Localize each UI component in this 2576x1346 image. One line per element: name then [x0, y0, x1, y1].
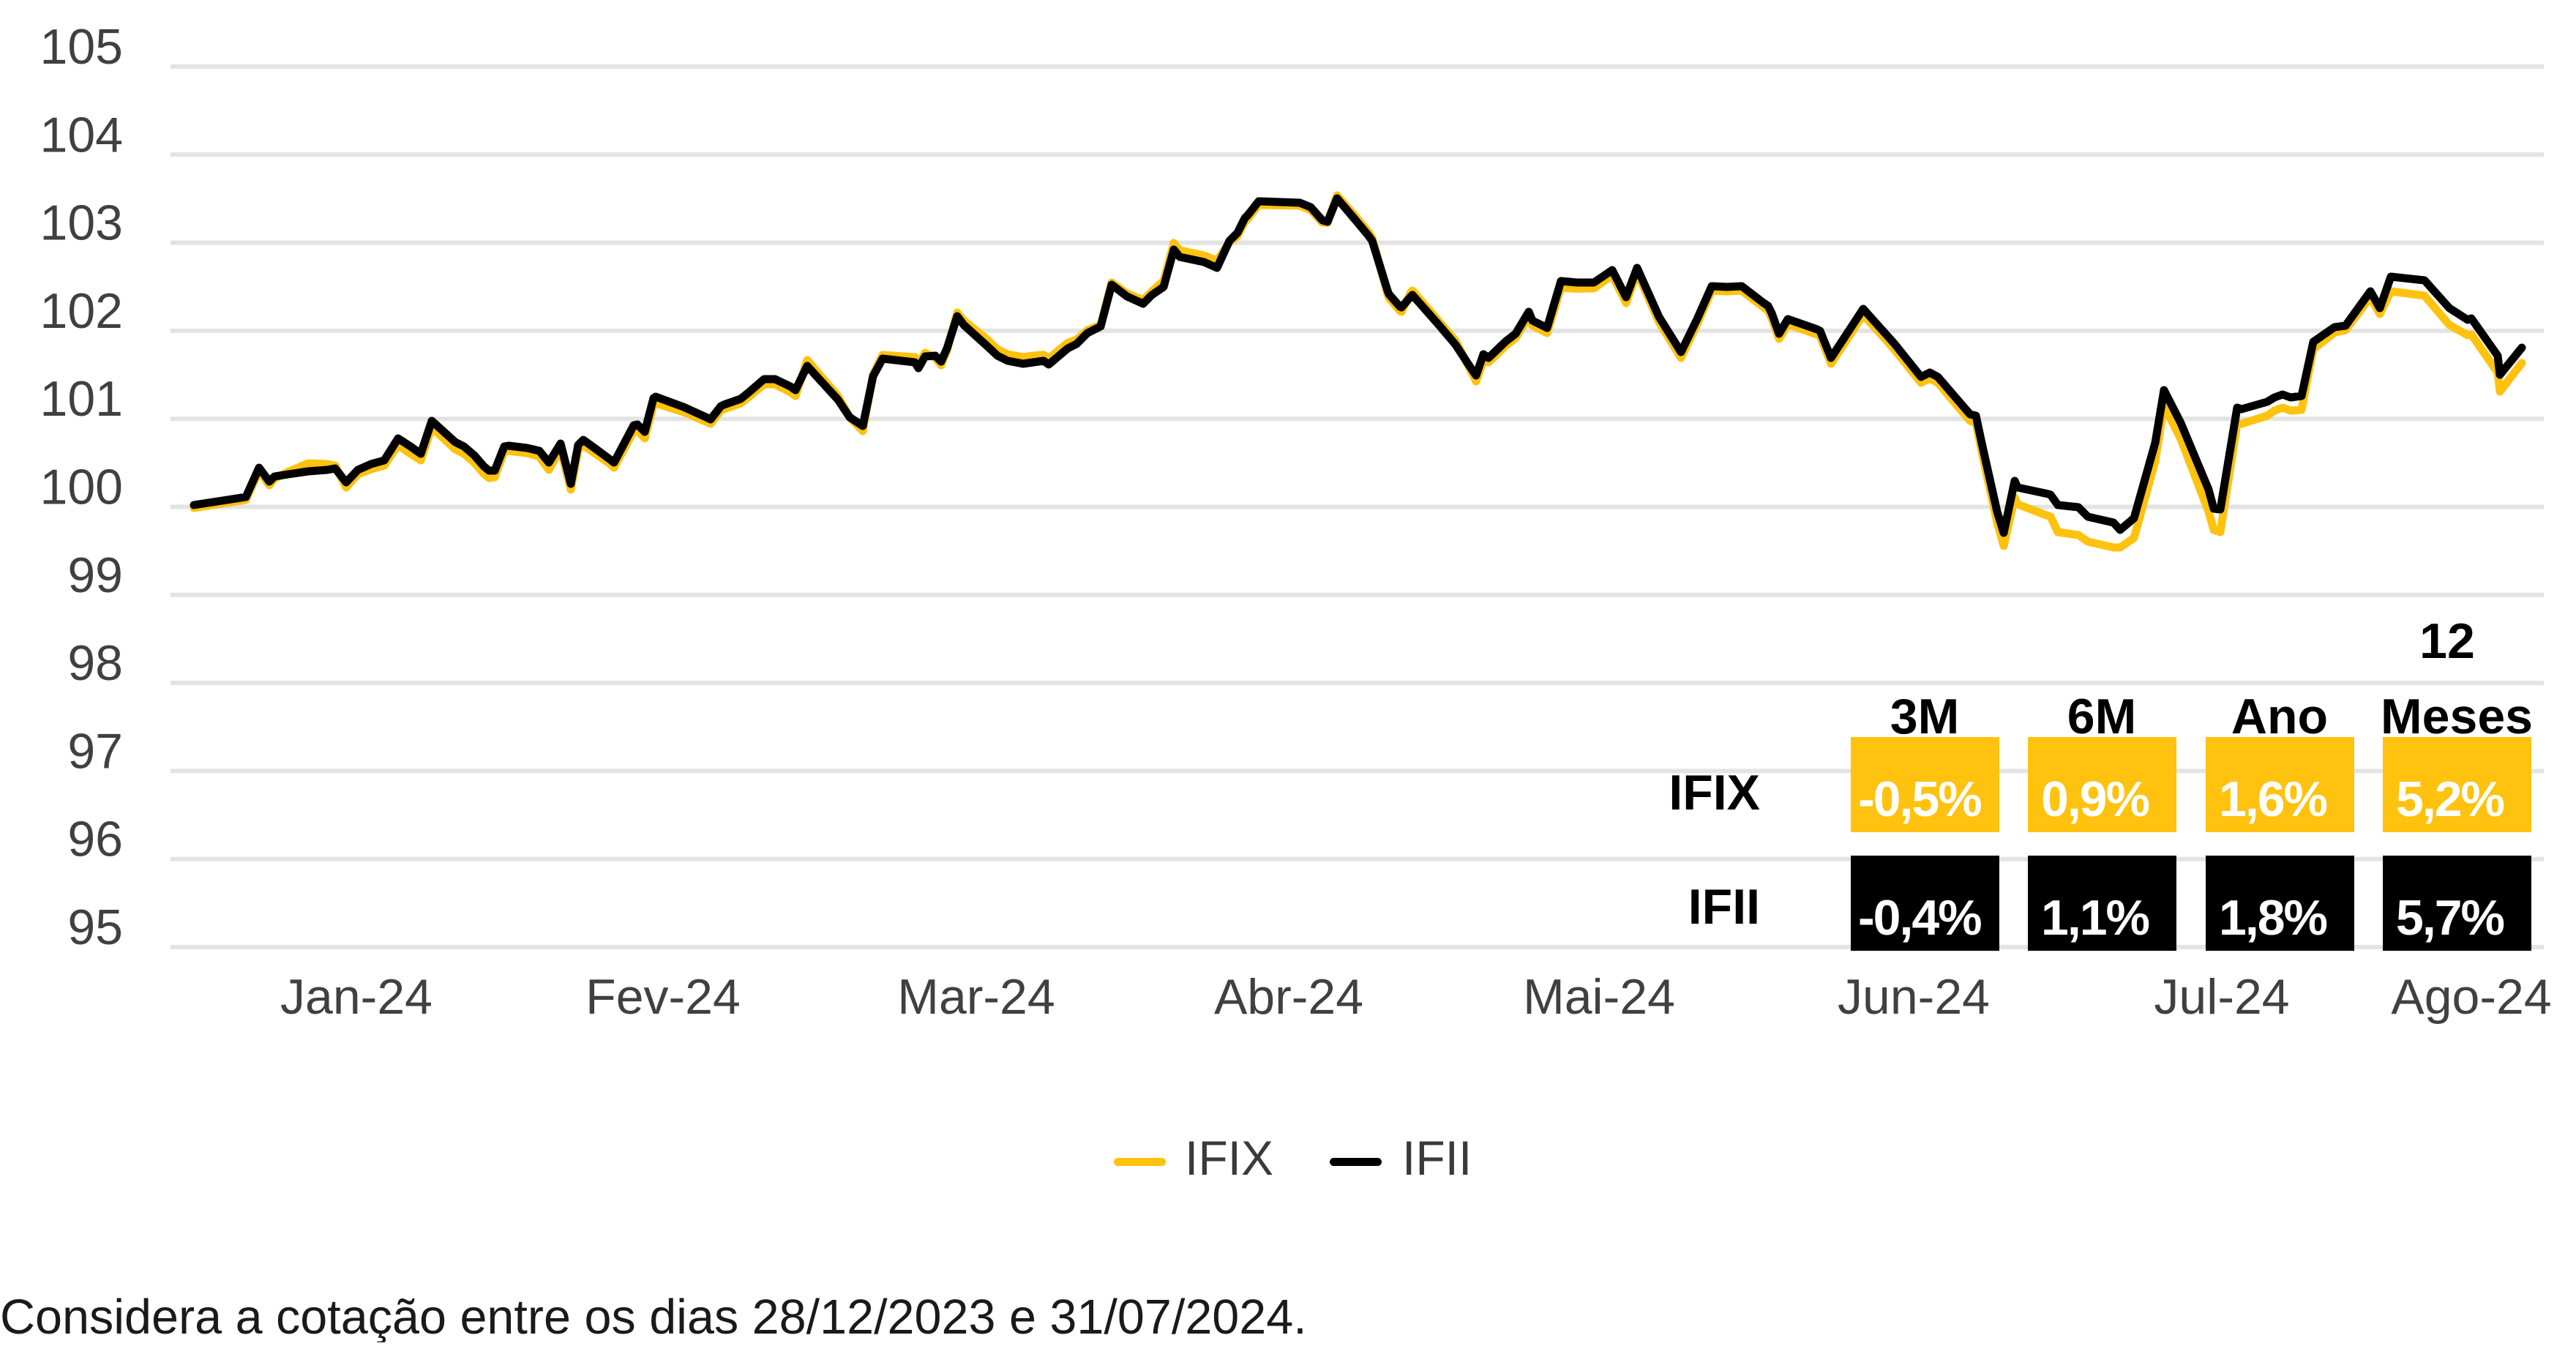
svg-text:Jul-24: Jul-24: [2154, 969, 2289, 1025]
svg-text:12: 12: [2419, 613, 2475, 669]
svg-text:Jan-24: Jan-24: [280, 969, 433, 1025]
svg-text:Mar-24: Mar-24: [897, 969, 1055, 1025]
svg-text:1,1%: 1,1%: [2041, 890, 2149, 946]
svg-text:Ano: Ano: [2231, 689, 2328, 744]
svg-text:Jun-24: Jun-24: [1838, 969, 1990, 1025]
svg-text:6M: 6M: [2067, 689, 2136, 744]
svg-text:Mai-24: Mai-24: [1523, 969, 1675, 1025]
svg-text:IFII: IFII: [1688, 879, 1760, 935]
svg-text:100: 100: [40, 460, 123, 515]
svg-text:-0,4%: -0,4%: [1858, 890, 1981, 946]
svg-text:98: 98: [67, 635, 123, 691]
svg-text:IFIX: IFIX: [1669, 765, 1760, 820]
svg-text:0,9%: 0,9%: [2041, 771, 2149, 827]
svg-text:102: 102: [40, 283, 123, 339]
svg-text:1,8%: 1,8%: [2219, 890, 2327, 946]
svg-text:Abr-24: Abr-24: [1214, 969, 1363, 1025]
svg-text:96: 96: [67, 812, 123, 867]
svg-text:Fev-24: Fev-24: [585, 969, 741, 1025]
svg-text:IFIX: IFIX: [1185, 1131, 1273, 1185]
svg-text:1,6%: 1,6%: [2219, 771, 2327, 827]
svg-text:3M: 3M: [1890, 689, 1959, 744]
svg-text:5,2%: 5,2%: [2396, 771, 2504, 827]
svg-text:Considera a cotação entre os d: Considera a cotação entre os dias 28/12/…: [0, 1290, 1307, 1342]
svg-text:Meses: Meses: [2381, 689, 2533, 744]
svg-text:103: 103: [40, 195, 123, 251]
svg-text:105: 105: [40, 19, 123, 75]
svg-text:101: 101: [40, 371, 123, 427]
svg-text:Ago-24: Ago-24: [2391, 969, 2551, 1025]
svg-text:IFII: IFII: [1402, 1131, 1472, 1185]
svg-text:-0,5%: -0,5%: [1858, 771, 1981, 827]
svg-text:104: 104: [40, 107, 123, 162]
svg-text:5,7%: 5,7%: [2396, 890, 2504, 946]
svg-text:97: 97: [67, 723, 123, 779]
svg-text:99: 99: [67, 547, 123, 603]
svg-text:95: 95: [67, 900, 123, 955]
